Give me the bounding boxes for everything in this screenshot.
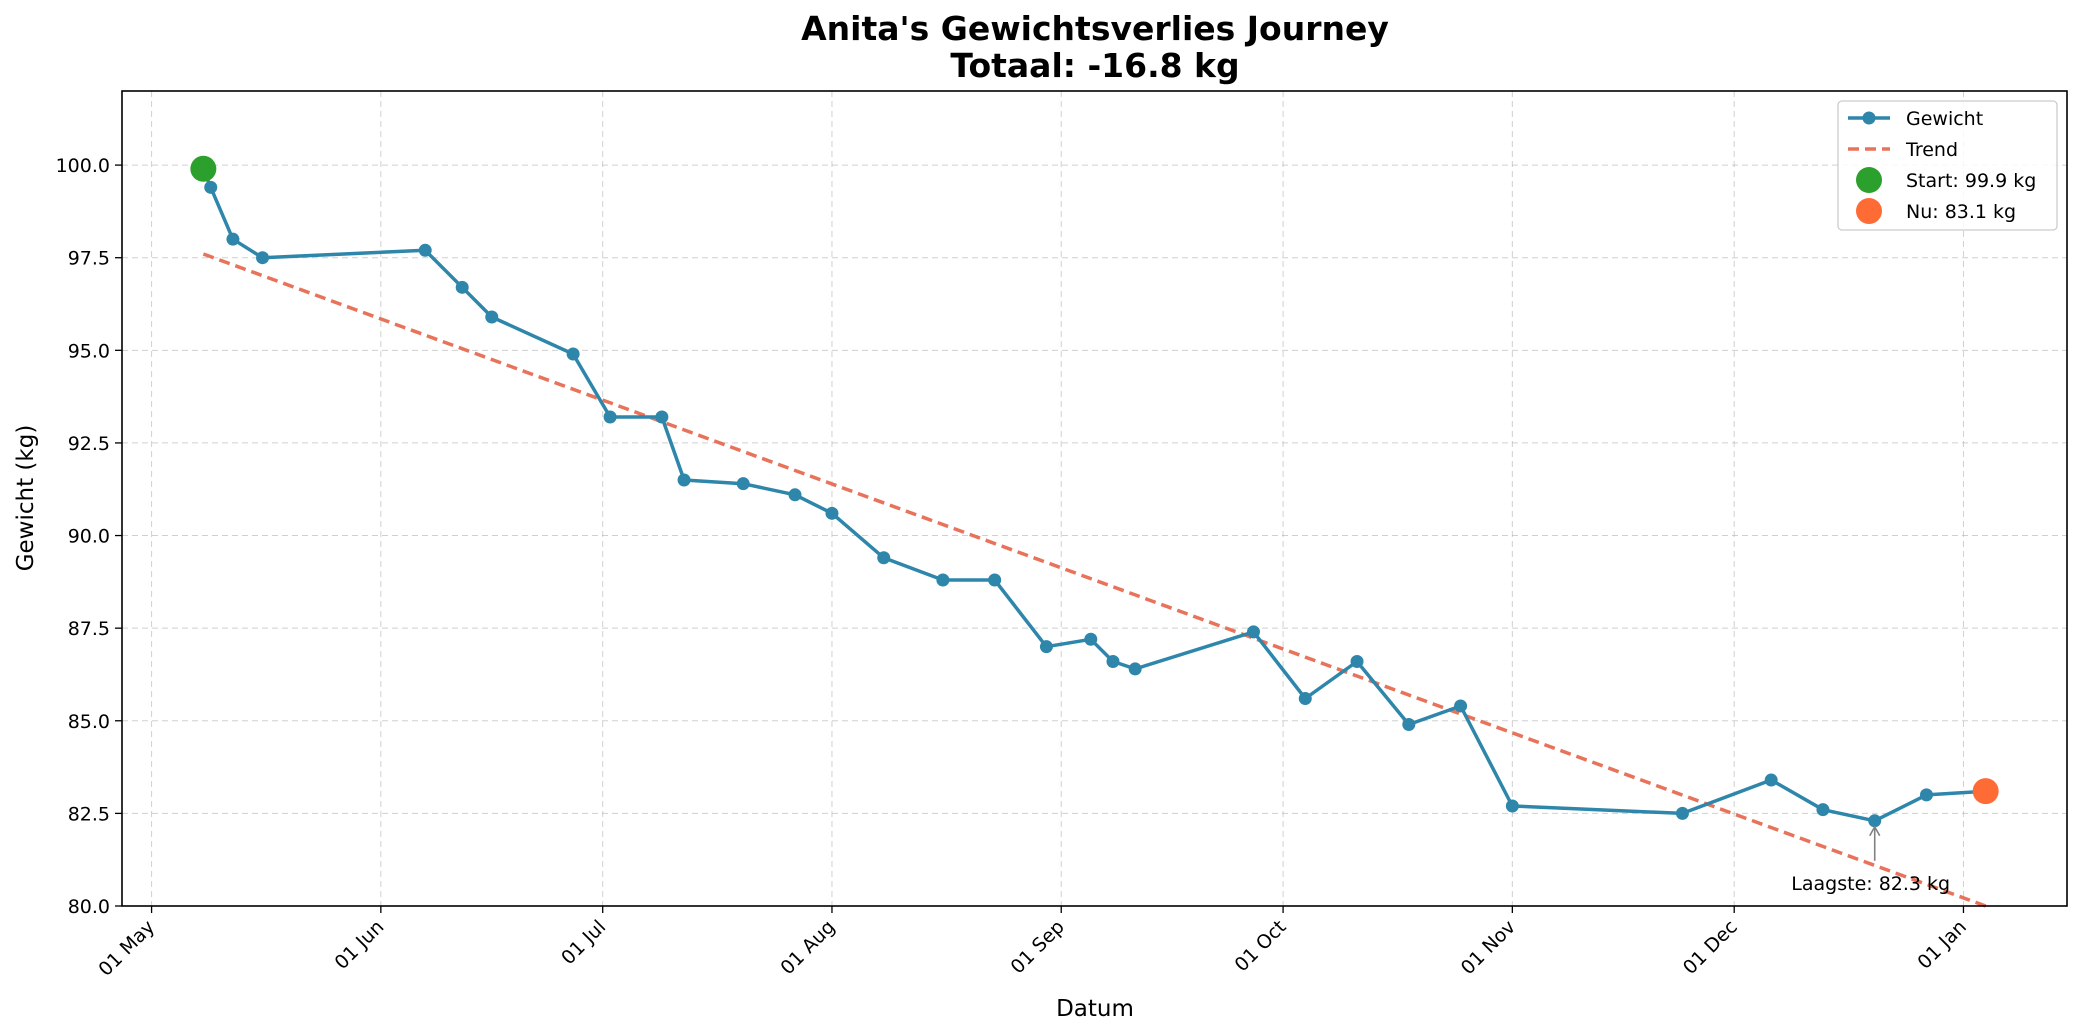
annotations: Laagste: 82.3 kg [1791, 825, 1950, 895]
weight-point [256, 251, 270, 265]
x-tick-label: 01 May [94, 916, 159, 981]
trend-line [202, 252, 1987, 908]
weight-point [936, 573, 950, 587]
weight-point [566, 347, 580, 361]
weight-point [1247, 625, 1261, 639]
y-tick-label: 100.0 [56, 155, 110, 177]
y-axis: 80.0 82.5 85.0 87.5 90.0 92.5 95.0 97.5 100.0 [56, 155, 122, 918]
y-tick-label: 87.5 [68, 618, 110, 640]
chart-subtitle: Totaal: -16.8 kg [950, 46, 1239, 85]
legend-weight-label: Gewicht [1906, 108, 1983, 130]
x-axis: 01 May 01 Jun 01 Jul 01 Aug 01 Sep 01 Oct 01 N… [94, 906, 1971, 981]
y-tick-label: 85.0 [68, 711, 110, 733]
weight-point [485, 310, 499, 324]
y-tick-label: 82.5 [68, 803, 110, 825]
weight-point [1298, 692, 1312, 706]
x-tick-label: 01 Jun [330, 916, 388, 974]
start-marker [190, 155, 217, 182]
trend-series [202, 252, 1987, 908]
y-tick-label: 97.5 [68, 248, 110, 270]
weight-point [1128, 662, 1142, 676]
y-tick-label: 80.0 [68, 896, 110, 918]
weight-point [655, 410, 669, 424]
legend-box [1837, 100, 2058, 231]
grid [122, 91, 2067, 907]
y-axis-label: Gewicht (kg) [13, 425, 39, 572]
weight-point [204, 180, 218, 194]
annotation-arrowhead [1869, 825, 1881, 837]
x-tick-label: 01 Aug [776, 916, 839, 979]
weight-point [603, 410, 617, 424]
legend-weight-marker [1862, 111, 1876, 125]
weight-point [1084, 632, 1098, 646]
y-tick-label: 92.5 [68, 433, 110, 455]
weight-point [1350, 655, 1364, 668]
y-tick-label: 90.0 [68, 526, 110, 548]
weight-point [455, 280, 469, 294]
legend-now-marker [1856, 198, 1882, 224]
x-tick-label: 01 Jul [557, 916, 610, 969]
weight-point [1454, 699, 1468, 713]
x-tick-label: 01 Sep [1007, 916, 1069, 978]
now-marker [1972, 778, 1999, 805]
legend-start-label: Start: 99.9 kg [1906, 170, 2036, 192]
legend-trend-label: Trend [1905, 139, 1958, 161]
weight-point [1505, 799, 1519, 813]
weight-point [788, 488, 802, 502]
weight-point [736, 477, 750, 491]
y-tick-label: 95.0 [68, 340, 110, 362]
weight-point [1764, 773, 1778, 787]
weight-point [677, 473, 691, 487]
x-tick-label: 01 Dec [1679, 916, 1742, 979]
weight-point [877, 551, 891, 565]
highlight-markers [190, 155, 1999, 805]
weight-point [1039, 640, 1053, 654]
weight-point [1106, 655, 1120, 668]
legend-start-marker [1856, 167, 1882, 193]
weight-point [1919, 788, 1933, 802]
weight-series [196, 162, 1993, 828]
x-tick-label: 01 Oct [1230, 916, 1290, 976]
weight-point [418, 243, 432, 257]
weight-point [825, 506, 839, 520]
weight-point [988, 573, 1002, 587]
weight-line [201, 168, 1986, 823]
x-axis-label: Datum [1056, 996, 1134, 1022]
weight-point [1675, 806, 1689, 820]
x-tick-label: 01 Jan [1913, 916, 1971, 974]
legend: Gewicht Trend Start: 99.9 kg Nu: 83.1 kg [1837, 100, 2058, 231]
weight-point [1816, 803, 1830, 817]
chart-title: Anita's Gewichtsverlies Journey [801, 9, 1389, 48]
weight-point [1868, 814, 1882, 828]
weight-point [1402, 717, 1416, 731]
legend-now-label: Nu: 83.1 kg [1906, 201, 2016, 223]
weight-point [226, 232, 240, 246]
plot-frame [121, 90, 2068, 907]
annotation-label: Laagste: 82.3 kg [1791, 873, 1950, 895]
x-tick-label: 01 Nov [1457, 916, 1520, 979]
